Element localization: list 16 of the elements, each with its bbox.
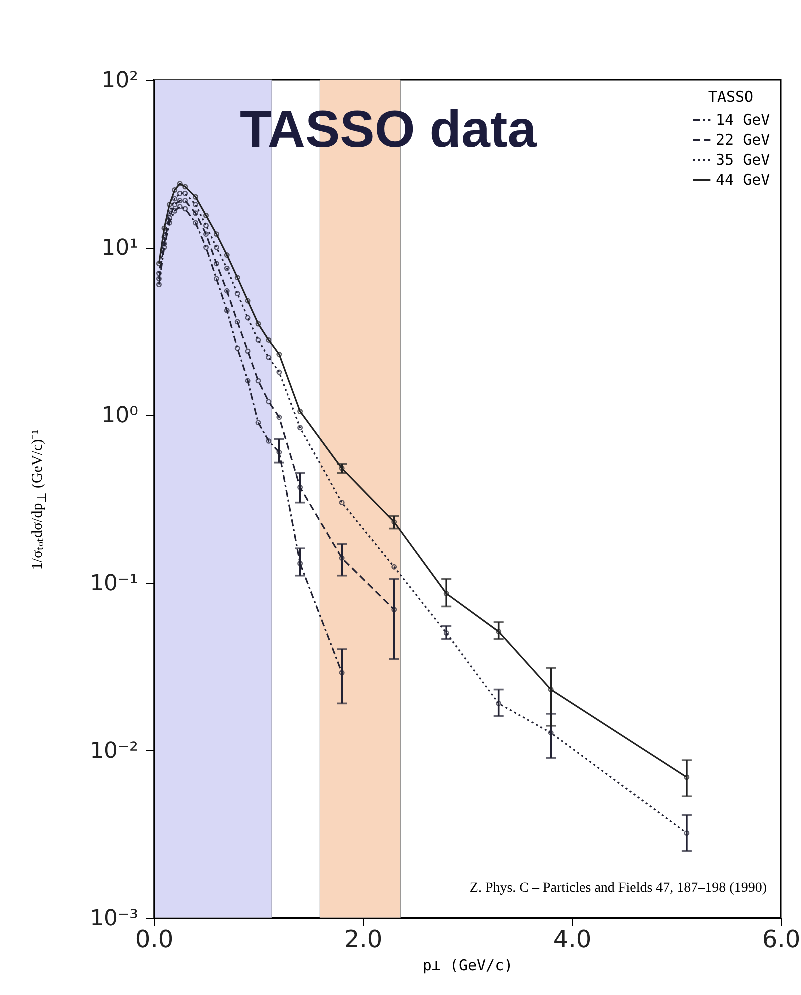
annotation: Z. Phys. C – Particles and Fields 47, 187–198 (1990)	[464, 878, 773, 900]
legend-label: 44 GeV	[716, 171, 770, 189]
y-tick-label: 10¹	[102, 236, 138, 262]
legend-title: TASSO	[708, 88, 754, 106]
x-tick-label: 2.0	[344, 926, 383, 954]
y-tick-label: 10⁻²	[90, 738, 138, 764]
x-axis-title: p⊥ (GeV/c)	[422, 956, 514, 974]
x-tick-label: 6.0	[762, 926, 801, 954]
y-tick-label: 10⁰	[102, 404, 139, 429]
y-tick-label: 10²	[102, 68, 138, 94]
legend-label: 35 GeV	[716, 151, 770, 169]
x-tick-label: 4.0	[553, 926, 592, 954]
legend-label: 22 GeV	[716, 131, 770, 149]
chart-title: TASSO data	[240, 100, 537, 160]
legend-label: 14 GeV	[716, 111, 770, 129]
y-tick-label: 10⁻¹	[90, 571, 138, 596]
